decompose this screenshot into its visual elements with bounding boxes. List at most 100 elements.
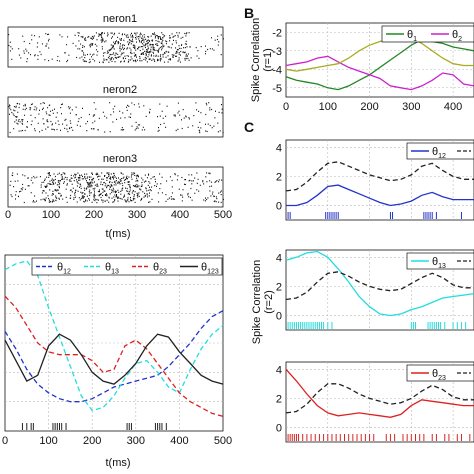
spike-dot-neron2: [95, 108, 97, 110]
spike-dot-neron3: [27, 177, 29, 179]
spike-dot-neron1: [89, 53, 91, 55]
spike-dot-neron1: [111, 56, 113, 59]
spike-dot-neron2: [163, 122, 165, 124]
spike-dot-neron1: [211, 48, 213, 50]
spike-dot-neron1: [127, 41, 129, 43]
spike-dot-neron2: [214, 117, 216, 119]
spike-dot-neron2: [104, 115, 106, 117]
spike-dot-neron1: [146, 61, 148, 63]
spike-dot-neron3: [111, 181, 113, 184]
spike-dot-neron1: [118, 56, 120, 58]
spike-dot-neron3: [113, 189, 115, 191]
spike-dot-neron2: [36, 107, 38, 109]
spike-dot-neron1: [143, 52, 144, 54]
spike-dot-neron1: [38, 36, 40, 38]
spike-dot-neron1: [116, 40, 117, 42]
spike-dot-neron3: [92, 179, 94, 181]
series-line-black: [285, 161, 474, 192]
spike-dot-neron1: [171, 54, 173, 56]
raster-x-tick-label: 100: [42, 209, 60, 221]
raster-x-tick-label: 300: [128, 209, 146, 221]
spike-dot-neron3: [114, 199, 116, 201]
spike-dot-neron1: [145, 51, 147, 53]
spike-dot-neron1: [217, 35, 219, 37]
spike-dot-neron3: [113, 201, 115, 203]
spike-dot-neron3: [100, 193, 102, 195]
spike-dot-neron1: [123, 48, 125, 51]
spike-dot-neron1: [214, 39, 216, 41]
spike-dot-neron1: [92, 58, 94, 60]
spike-dot-neron1: [150, 51, 152, 53]
spike-dot-neron3: [81, 197, 83, 199]
spike-dot-neron3: [137, 180, 139, 182]
spike-dot-neron3: [84, 193, 86, 195]
spike-dot-neron2: [196, 109, 198, 111]
spike-dot-neron1: [134, 55, 135, 57]
spike-dot-neron2: [198, 110, 200, 112]
spike-dot-neron2: [45, 111, 47, 113]
spike-dot-neron2: [109, 102, 111, 104]
spike-dot-neron1: [153, 52, 154, 54]
spike-dot-neron1: [122, 47, 124, 49]
spike-dot-neron3: [90, 176, 92, 178]
spike-dot-neron3: [98, 195, 100, 197]
raster-frame-neron2: [7, 96, 224, 138]
spike-dot-neron3: [118, 197, 120, 199]
spike-dot-neron3: [125, 176, 127, 178]
spike-dot-neron3: [132, 197, 134, 200]
spike-dot-neron1: [167, 46, 169, 48]
spike-dot-neron3: [120, 190, 122, 192]
spike-dot-neron1: [141, 39, 143, 41]
spike-dot-neron3: [148, 189, 150, 191]
spike-dot-neron3: [121, 198, 123, 200]
spike-dot-neron2: [65, 118, 67, 120]
spike-dot-neron2: [120, 117, 122, 119]
spike-dot-neron1: [90, 37, 92, 39]
spike-dot-neron3: [191, 174, 193, 176]
spike-dot-neron3: [132, 199, 134, 201]
spike-dot-neron1: [125, 36, 127, 38]
spike-dot-neron1: [89, 46, 91, 48]
spike-dot-neron3: [9, 184, 11, 186]
spike-dot-neron3: [128, 201, 130, 203]
spike-dot-neron1: [176, 32, 178, 34]
spike-dot-neron3: [46, 184, 48, 186]
spike-dot-neron3: [177, 175, 179, 177]
spike-dot-neron3: [141, 181, 143, 184]
spike-dot-neron2: [24, 105, 26, 107]
spike-dot-neron1: [161, 42, 163, 45]
x-tick-label: 500: [214, 435, 232, 447]
spike-dot-neron3: [51, 179, 53, 181]
spike-dot-neron1: [147, 51, 149, 53]
spike-dot-neron1: [162, 56, 164, 58]
spike-dot-neron1: [123, 52, 125, 54]
spike-dot-neron2: [10, 109, 12, 111]
spike-dot-neron2: [42, 107, 44, 109]
spike-dot-neron3: [70, 194, 72, 197]
spike-dot-neron1: [96, 39, 98, 41]
spike-dot-neron2: [200, 127, 202, 129]
spike-dot-neron3: [196, 182, 198, 184]
spike-dot-neron2: [88, 113, 90, 116]
spike-dot-neron3: [133, 172, 135, 174]
spike-dot-neron1: [48, 38, 50, 40]
spike-dot-neron1: [205, 45, 206, 47]
spike-dot-neron3: [187, 194, 189, 196]
spike-dot-neron3: [79, 175, 81, 177]
spike-dot-neron3: [137, 196, 139, 198]
spike-dot-neron3: [30, 179, 32, 181]
spike-dot-neron1: [157, 55, 159, 57]
spike-dot-neron3: [54, 175, 56, 178]
spike-dot-neron3: [137, 193, 139, 195]
spike-dot-neron3: [136, 183, 138, 186]
spike-dot-neron2: [11, 111, 13, 114]
spike-dot-neron1: [111, 48, 112, 50]
spike-dot-neron1: [44, 59, 46, 61]
spike-dot-neron3: [70, 177, 72, 179]
spike-dot-neron3: [86, 173, 88, 175]
spike-dot-neron3: [192, 180, 194, 182]
panel-c-y-axis-label: Spike Correlation: [251, 260, 263, 344]
spike-dot-neron1: [137, 48, 139, 50]
spike-dot-neron1: [91, 38, 93, 40]
spike-dot-neron1: [158, 49, 160, 51]
